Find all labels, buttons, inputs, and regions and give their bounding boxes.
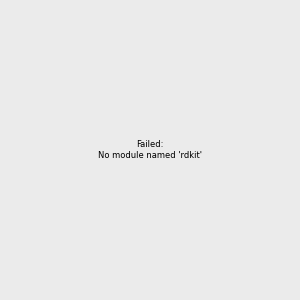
Text: Failed:
No module named 'rdkit': Failed: No module named 'rdkit': [98, 140, 202, 160]
